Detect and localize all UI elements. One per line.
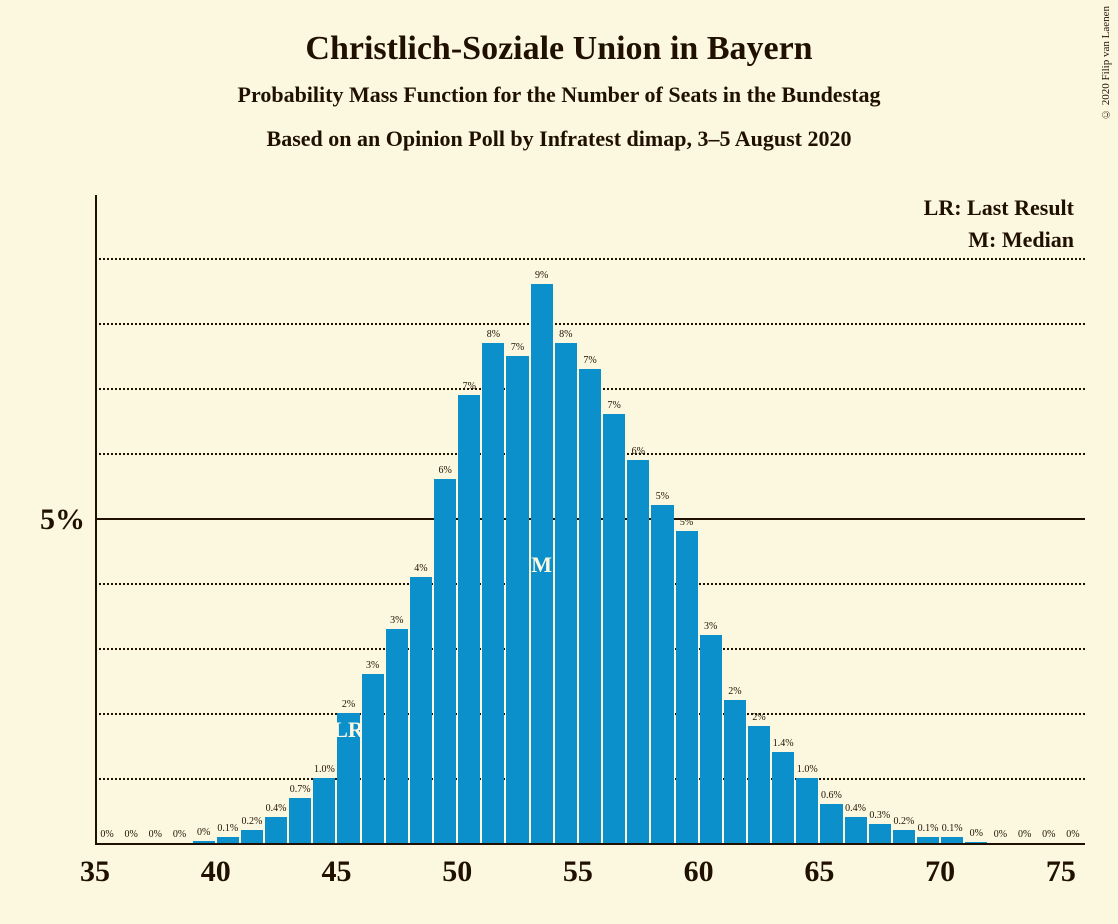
bar-value-label: 0.1% xyxy=(918,823,939,834)
bar-value-label: 0.2% xyxy=(242,816,263,827)
bar: 0.1% xyxy=(217,837,239,844)
bar-value-label: 7% xyxy=(511,342,524,353)
bar: 3% xyxy=(386,629,408,844)
bar: 7% xyxy=(506,356,528,844)
bar-value-label: 3% xyxy=(366,660,379,671)
bar: 5% xyxy=(676,531,698,843)
bar: 3% xyxy=(362,674,384,843)
bar: 0% xyxy=(193,841,215,843)
bar-value-label: 0% xyxy=(100,829,113,840)
x-axis-label: 75 xyxy=(1046,855,1076,889)
bar-value-label: 0% xyxy=(197,827,210,838)
bar-value-label: 0% xyxy=(970,828,983,839)
bar-value-label: 4% xyxy=(414,563,427,574)
bar-value-label: 5% xyxy=(656,491,669,502)
bar: 0.7% xyxy=(289,798,311,844)
x-axis-label: 35 xyxy=(80,855,110,889)
bar-value-label: 1.0% xyxy=(797,764,818,775)
bar-value-label: 6% xyxy=(632,446,645,457)
bar: 7% xyxy=(458,395,480,844)
bar-value-label: 0.1% xyxy=(217,823,238,834)
chart-title: Christlich-Soziale Union in Bayern xyxy=(0,30,1118,68)
bar-value-label: 5% xyxy=(680,517,693,528)
median-marker: M xyxy=(531,552,552,578)
bar: 1.4% xyxy=(772,752,794,843)
bar: 4% xyxy=(410,577,432,844)
bar: 3% xyxy=(700,635,722,843)
bar-value-label: 0% xyxy=(994,829,1007,840)
bar: 2% xyxy=(748,726,770,843)
x-axis-label: 45 xyxy=(321,855,351,889)
title-block: Christlich-Soziale Union in Bayern Proba… xyxy=(0,0,1118,152)
bar: 7% xyxy=(579,369,601,844)
bar-value-label: 3% xyxy=(704,621,717,632)
bar-value-label: 7% xyxy=(607,400,620,411)
x-axis xyxy=(95,843,1085,845)
bar: 1.0% xyxy=(313,778,335,843)
bar-value-label: 0% xyxy=(1042,829,1055,840)
bar-value-label: 2% xyxy=(728,686,741,697)
bar-value-label: 0.4% xyxy=(845,803,866,814)
chart-plot: 5% 0%0%0%0%0%0.1%0.2%0.4%0.7%1.0%2%LR3%3… xyxy=(95,195,1085,845)
bar: 8% xyxy=(482,343,504,844)
bar: 2% xyxy=(724,700,746,843)
bar-value-label: 3% xyxy=(390,615,403,626)
bar-value-label: 0.7% xyxy=(290,784,311,795)
copyright: © 2020 Filip van Laenen xyxy=(1100,6,1112,120)
bar: 0.6% xyxy=(820,804,842,843)
bar: 0.3% xyxy=(869,824,891,844)
x-axis-label: 40 xyxy=(201,855,231,889)
bar-value-label: 9% xyxy=(535,270,548,281)
bar: 9%M xyxy=(531,284,553,843)
bar: 0.4% xyxy=(265,817,287,843)
bar-value-label: 1.0% xyxy=(314,764,335,775)
bars-container: 0%0%0%0%0%0.1%0.2%0.4%0.7%1.0%2%LR3%3%4%… xyxy=(95,195,1085,843)
bar-value-label: 2% xyxy=(752,712,765,723)
bar-value-label: 7% xyxy=(583,355,596,366)
bar-value-label: 0.1% xyxy=(942,823,963,834)
bar-value-label: 8% xyxy=(487,329,500,340)
bar: 0.2% xyxy=(241,830,263,843)
bar-value-label: 1.4% xyxy=(773,738,794,749)
bar: 6% xyxy=(627,460,649,844)
bar-value-label: 2% xyxy=(342,699,355,710)
bar-value-label: 0.3% xyxy=(869,810,890,821)
x-axis-label: 55 xyxy=(563,855,593,889)
x-axis-label: 65 xyxy=(804,855,834,889)
bar: 0.4% xyxy=(845,817,867,843)
x-axis-label: 60 xyxy=(684,855,714,889)
bar: 2%LR xyxy=(337,713,359,843)
last-result-marker: LR xyxy=(333,717,364,743)
bar: 8% xyxy=(555,343,577,844)
y-axis-label: 5% xyxy=(25,503,85,537)
bar: 0% xyxy=(965,842,987,843)
bar-value-label: 0% xyxy=(149,829,162,840)
bar-value-label: 0.6% xyxy=(821,790,842,801)
x-axis-label: 70 xyxy=(925,855,955,889)
bar-value-label: 7% xyxy=(463,381,476,392)
bar-value-label: 0.4% xyxy=(266,803,287,814)
chart-subtitle-1: Probability Mass Function for the Number… xyxy=(0,82,1118,108)
bar-value-label: 6% xyxy=(438,465,451,476)
bar-value-label: 0% xyxy=(1018,829,1031,840)
chart-subtitle-2: Based on an Opinion Poll by Infratest di… xyxy=(0,126,1118,152)
bar-value-label: 0.2% xyxy=(893,816,914,827)
bar: 1.0% xyxy=(796,778,818,843)
bar: 0.2% xyxy=(893,830,915,843)
x-axis-label: 50 xyxy=(442,855,472,889)
bar-value-label: 0% xyxy=(125,829,138,840)
bar: 0.1% xyxy=(941,837,963,844)
bar: 0.1% xyxy=(917,837,939,844)
bar-value-label: 8% xyxy=(559,329,572,340)
bar-value-label: 0% xyxy=(1066,829,1079,840)
bar-value-label: 0% xyxy=(173,829,186,840)
bar: 7% xyxy=(603,414,625,843)
bar: 6% xyxy=(434,479,456,843)
bar: 5% xyxy=(651,505,673,843)
